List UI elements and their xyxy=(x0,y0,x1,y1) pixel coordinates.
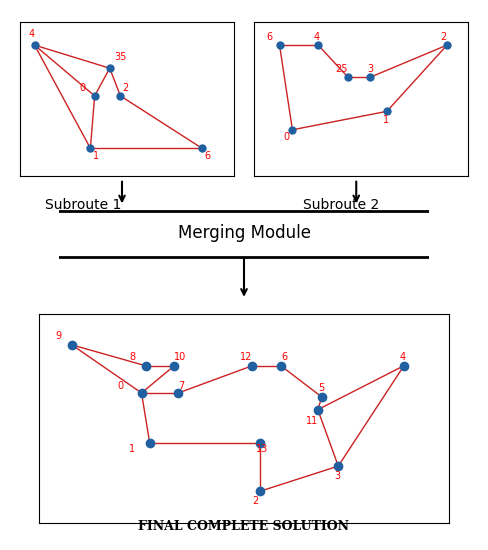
Text: Subroute 1: Subroute 1 xyxy=(45,198,121,212)
Text: 4: 4 xyxy=(400,351,406,361)
Text: 6: 6 xyxy=(266,32,273,42)
Text: 7: 7 xyxy=(179,381,184,391)
Text: 4: 4 xyxy=(314,32,320,42)
Text: 1: 1 xyxy=(93,151,99,161)
Text: 10: 10 xyxy=(174,351,186,361)
Text: 13: 13 xyxy=(256,443,268,454)
Text: 2: 2 xyxy=(252,496,259,506)
Text: 11: 11 xyxy=(305,416,318,426)
Text: 4: 4 xyxy=(28,29,34,39)
Text: 3: 3 xyxy=(334,471,340,481)
Text: 8: 8 xyxy=(129,351,135,361)
Text: 6: 6 xyxy=(204,151,210,161)
Text: 2: 2 xyxy=(122,83,129,93)
Text: Merging Module: Merging Module xyxy=(178,224,310,242)
Text: 0: 0 xyxy=(117,381,123,391)
Text: 3: 3 xyxy=(367,64,374,74)
Text: 25: 25 xyxy=(335,64,348,74)
Text: 0: 0 xyxy=(80,83,86,93)
Text: 12: 12 xyxy=(240,351,252,361)
Text: 9: 9 xyxy=(56,331,61,340)
Text: 1: 1 xyxy=(383,115,389,125)
Text: 2: 2 xyxy=(441,32,447,42)
Text: 6: 6 xyxy=(281,351,287,361)
Text: Subroute 2: Subroute 2 xyxy=(304,198,380,212)
FancyBboxPatch shape xyxy=(55,211,433,256)
Text: 0: 0 xyxy=(284,132,290,142)
Text: 5: 5 xyxy=(318,383,324,393)
Text: 1: 1 xyxy=(129,443,135,454)
Text: FINAL COMPLETE SOLUTION: FINAL COMPLETE SOLUTION xyxy=(139,520,349,534)
Text: 35: 35 xyxy=(114,52,126,62)
